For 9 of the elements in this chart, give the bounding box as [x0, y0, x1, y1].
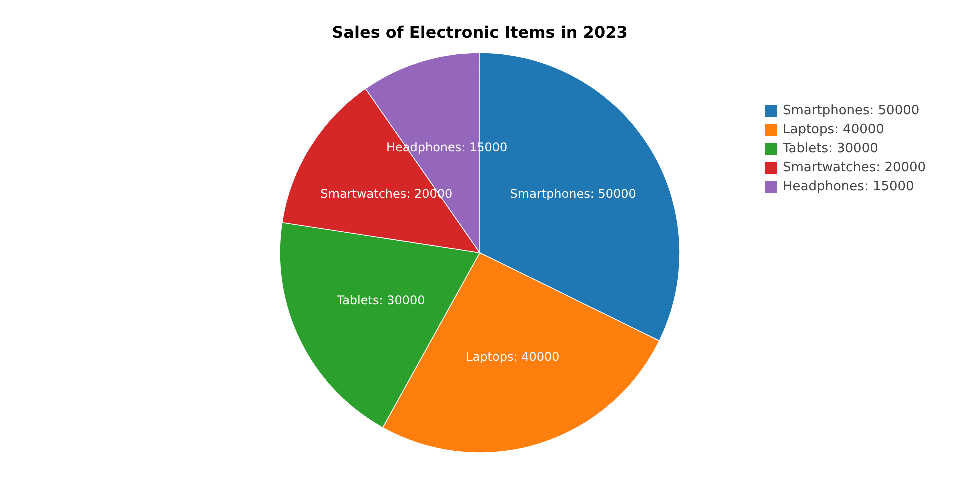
legend-label: Smartphones: 50000	[783, 104, 920, 119]
legend-label: Laptops: 40000	[783, 122, 884, 138]
legend-label: Tablets: 30000	[782, 142, 878, 157]
legend-label: Headphones: 15000	[783, 180, 914, 195]
data-label: Smartphones: 50000	[510, 187, 636, 202]
legend-label: Smartwatches: 20000	[783, 160, 926, 176]
data-label: Tablets: 30000	[336, 294, 426, 308]
data-label: Laptops: 40000	[466, 350, 560, 364]
chart-title: Sales of Electronic Items in 2023	[332, 23, 628, 42]
